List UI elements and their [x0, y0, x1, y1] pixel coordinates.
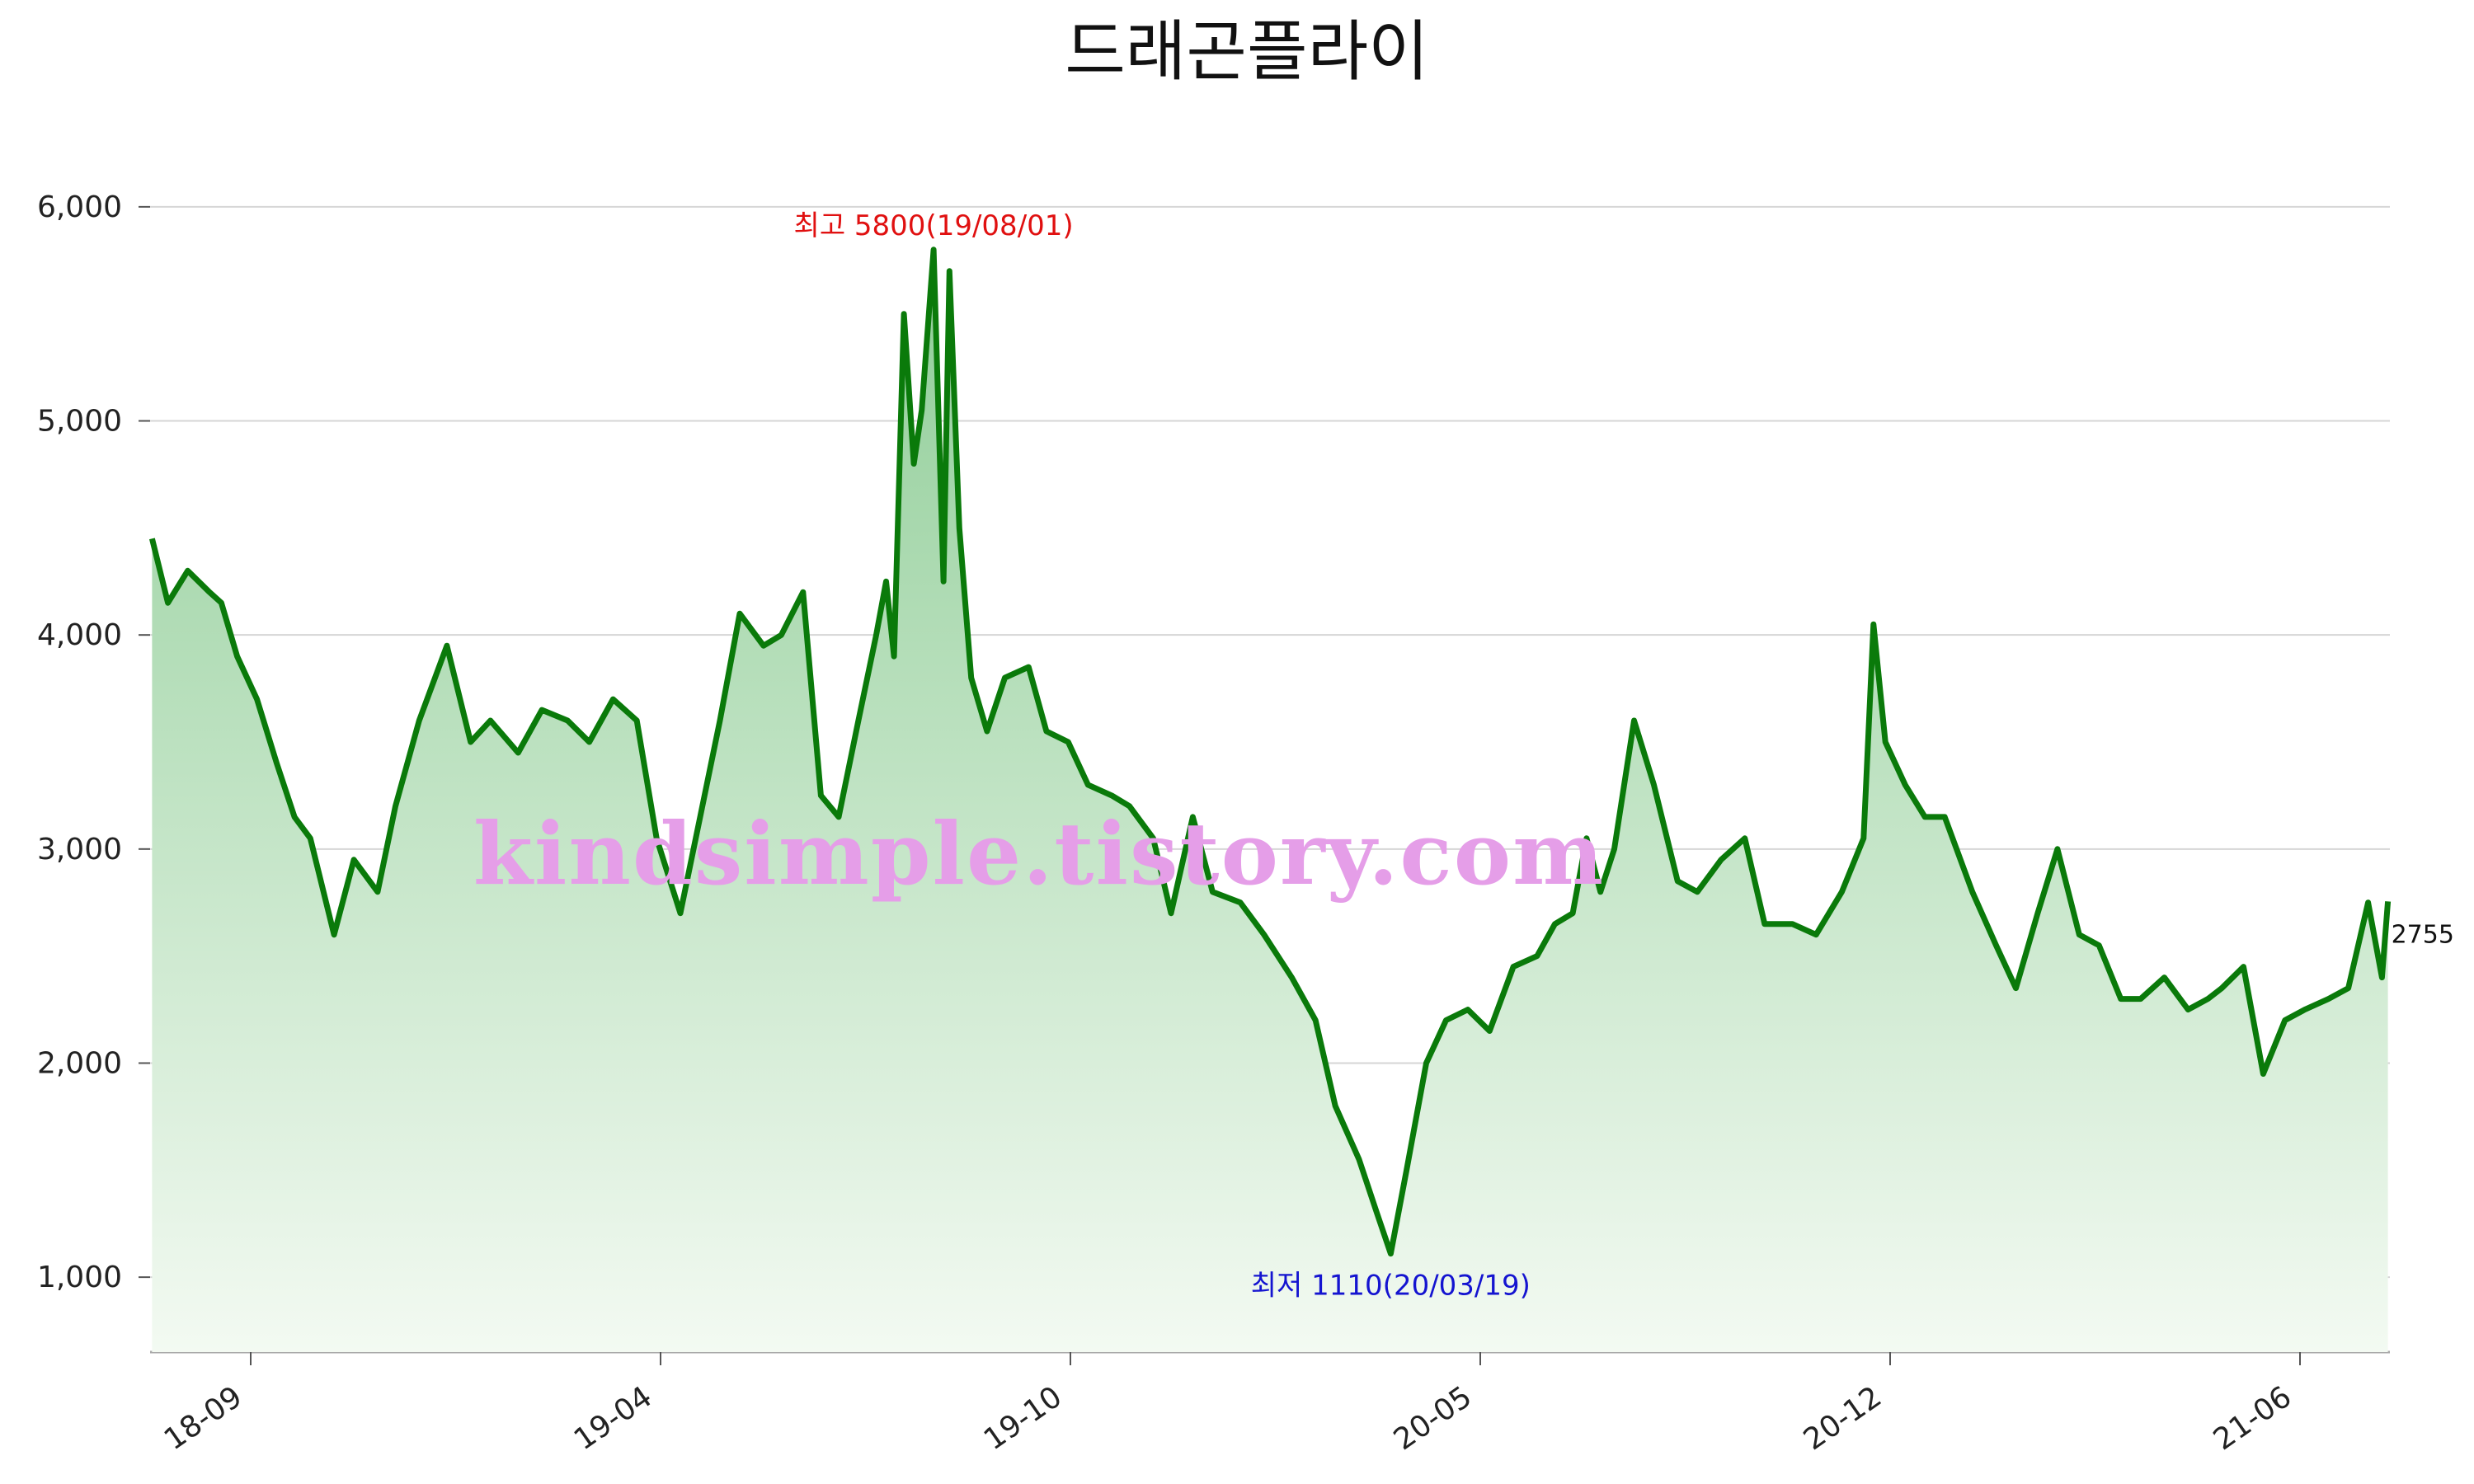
y-tick-label: 2,000 [37, 1046, 122, 1080]
y-tick-label: 5,000 [37, 405, 122, 439]
chart-title: 드래곤플라이 [1065, 13, 1429, 90]
x-tick-label: 18-09 [158, 1380, 248, 1458]
watermark: kindsimple.tistory.com [473, 803, 1605, 904]
x-axis: 18-09 19-04 19-10 20-05 20-12 21-06 [150, 1350, 2390, 1458]
y-tick-label: 6,000 [37, 190, 122, 224]
x-tick-label: 20-05 [1388, 1380, 1478, 1458]
x-tick-label: 19-04 [568, 1380, 658, 1458]
last-price-label: 2755 [2392, 920, 2454, 949]
y-axis: 1,000 2,000 3,000 4,000 5,000 6,000 [37, 190, 150, 1294]
y-tick-label: 3,000 [37, 833, 122, 866]
low-annotation: 최저 1110(20/03/19) [1251, 1270, 1531, 1303]
x-tick-label: 20-12 [1798, 1380, 1888, 1458]
price-area [152, 249, 2388, 1352]
x-tick-label: 19-10 [978, 1380, 1068, 1458]
price-line [149, 247, 2392, 1257]
y-tick-label: 4,000 [37, 618, 122, 652]
x-tick-label: 21-06 [2208, 1380, 2298, 1458]
high-annotation: 최고 5800(19/08/01) [794, 209, 1074, 242]
y-tick-label: 1,000 [37, 1261, 122, 1294]
